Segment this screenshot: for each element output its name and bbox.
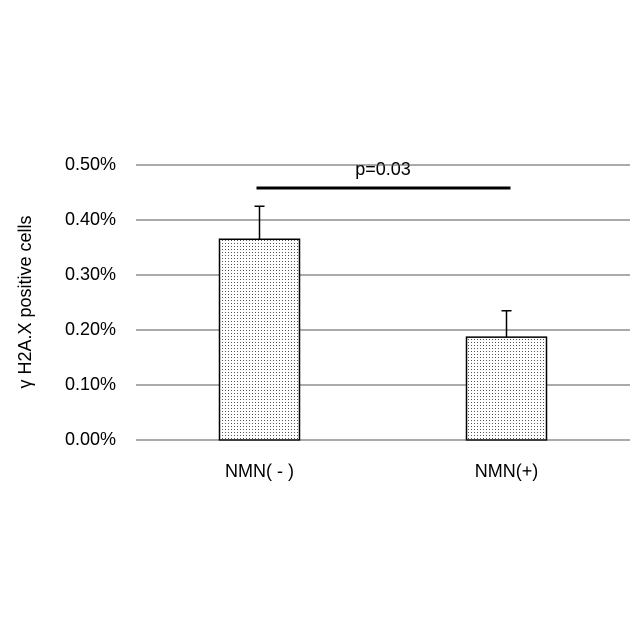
y-tick-label: 0.20% (65, 319, 116, 339)
y-tick-label: 0.50% (65, 154, 116, 174)
x-tick-label: NMN(+) (475, 461, 539, 481)
bar (220, 239, 300, 440)
y-tick-label: 0.00% (65, 429, 116, 449)
bar (467, 337, 547, 440)
chart: γ H2A.X positive cells p=0.03 0.00% 0.10%… (0, 0, 640, 640)
y-tick-label: 0.30% (65, 264, 116, 284)
y-tick-label: 0.10% (65, 374, 116, 394)
error-bar (502, 311, 512, 337)
x-tick-label: NMN( - ) (225, 461, 294, 481)
annotation: p=0.03 (355, 159, 411, 179)
y-axis-label: γ H2A.X positive cells (15, 215, 35, 388)
y-tick-label: 0.40% (65, 209, 116, 229)
error-bar (255, 206, 265, 239)
